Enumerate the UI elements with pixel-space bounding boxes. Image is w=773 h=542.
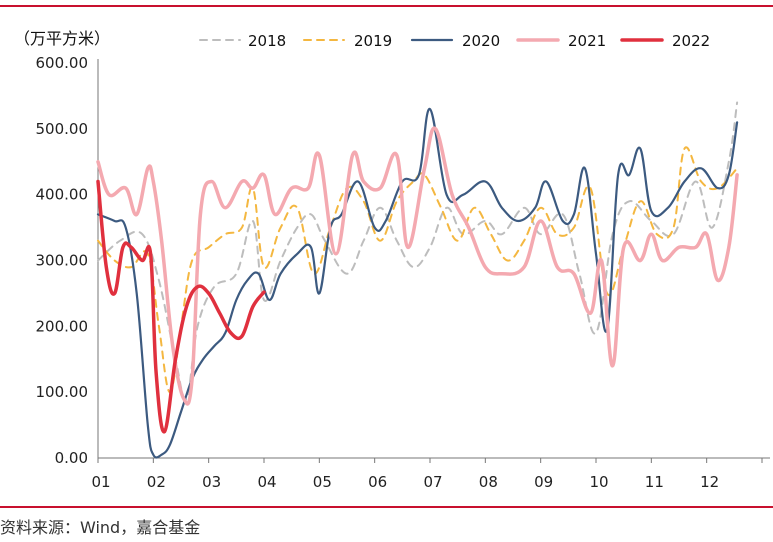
line-chart: （万平方米） 2018 2019 2020 2021 2022 0.00 100.00 20…	[14, 29, 770, 491]
x-axis: 01 02 03 04 05 06 07 08 09 10 11 12	[91, 457, 770, 491]
legend-label-2019: 2019	[354, 32, 392, 50]
x-tick-label: 12	[700, 473, 719, 491]
y-tick-label: 600.00	[36, 54, 89, 72]
series-line-2020	[96, 107, 739, 459]
y-axis: 0.00 100.00 200.00 300.00 400.00 500.00 600.00	[36, 54, 99, 467]
x-tick-label: 04	[257, 473, 276, 491]
legend-label-2020: 2020	[462, 32, 500, 50]
y-tick-label: 400.00	[36, 186, 89, 204]
series-line-2022	[96, 179, 266, 434]
series-layer	[96, 101, 739, 459]
x-tick-label: 10	[589, 473, 608, 491]
x-tick-label: 08	[479, 473, 498, 491]
legend-label-2022: 2022	[672, 32, 710, 50]
legend-label-2018: 2018	[248, 32, 286, 50]
bottom-rule	[0, 506, 773, 508]
unit-label: （万平方米）	[14, 29, 110, 48]
top-rule	[0, 5, 773, 7]
x-tick-label: 03	[202, 473, 221, 491]
series-line-2021	[96, 126, 739, 406]
y-tick-label: 100.00	[36, 383, 89, 401]
x-tick-label: 06	[368, 473, 387, 491]
x-tick-label: 07	[423, 473, 442, 491]
x-tick-label: 01	[91, 473, 110, 491]
source-note: 资料来源：Wind，嘉合基金	[0, 518, 201, 537]
y-tick-label: 0.00	[55, 449, 88, 467]
y-tick-label: 300.00	[36, 252, 89, 270]
y-tick-label: 200.00	[36, 317, 89, 335]
series-line-2018	[97, 101, 739, 401]
x-tick-label: 09	[534, 473, 553, 491]
legend-label-2021: 2021	[568, 32, 606, 50]
x-tick-label: 11	[645, 473, 664, 491]
x-tick-label: 02	[147, 473, 166, 491]
x-tick-label: 05	[313, 473, 332, 491]
y-tick-label: 500.00	[36, 120, 89, 138]
legend: 2018 2019 2020 2021 2022	[199, 32, 710, 50]
